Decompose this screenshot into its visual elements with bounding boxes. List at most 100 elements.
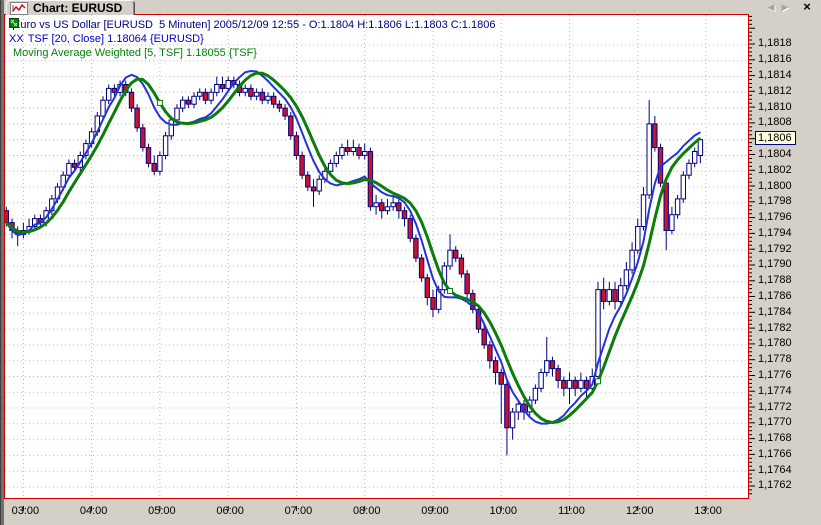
candle bbox=[652, 116, 658, 152]
close-button[interactable]: × bbox=[803, 0, 811, 14]
chart-plot-area[interactable]: Euro vs US Dollar [EURUSD 5 Minuten] 200… bbox=[4, 14, 749, 499]
candle bbox=[32, 214, 38, 231]
legend-tsf-row: XX TSF [20, Close] 1.18064 {EURUSD} bbox=[9, 32, 495, 46]
price-axis-label: 1,1772 bbox=[758, 400, 792, 413]
candle bbox=[686, 159, 692, 180]
candle bbox=[282, 104, 288, 120]
candle bbox=[663, 179, 669, 251]
candle bbox=[191, 92, 197, 109]
candle bbox=[390, 194, 396, 211]
price-axis-label: 1,1784 bbox=[758, 305, 792, 318]
candle bbox=[288, 112, 294, 140]
candle bbox=[128, 88, 135, 113]
tsf-xx-icon: XX bbox=[9, 33, 24, 45]
candle bbox=[208, 88, 214, 105]
nav-back-button[interactable]: ◀ bbox=[767, 2, 775, 12]
legend-mavg-text: Moving Average Weighted [5, TSF] 1.18055… bbox=[13, 47, 257, 59]
price-axis-label: 1,1764 bbox=[758, 463, 792, 476]
time-axis-label: 06:00 bbox=[216, 505, 244, 517]
candle bbox=[197, 88, 203, 101]
window-title: Chart: EURUSD bbox=[33, 1, 123, 15]
candlestick-chart bbox=[5, 15, 748, 498]
candle bbox=[373, 194, 379, 215]
candle bbox=[544, 337, 550, 377]
time-axis-label: 13:00 bbox=[694, 505, 722, 517]
candle bbox=[305, 171, 311, 191]
candle bbox=[635, 218, 641, 255]
candle bbox=[396, 198, 402, 219]
price-axis-label: 1,1776 bbox=[758, 368, 792, 381]
price-axis-label: 1,1796 bbox=[758, 211, 792, 224]
price-axis-label: 1,1808 bbox=[758, 116, 792, 129]
chart-icon bbox=[10, 1, 28, 15]
candle bbox=[578, 372, 584, 393]
nav-forward-button[interactable]: ▶ bbox=[781, 2, 789, 12]
candle bbox=[464, 269, 470, 298]
candle bbox=[549, 356, 556, 377]
price-axis-label: 1,1778 bbox=[758, 353, 792, 366]
candle bbox=[669, 206, 675, 235]
candle bbox=[157, 151, 163, 176]
candle bbox=[623, 262, 630, 290]
current-price-badge: 1,1806 bbox=[755, 130, 796, 145]
time-axis-label: 08:00 bbox=[352, 505, 381, 517]
price-axis-ticks bbox=[749, 15, 755, 495]
candle bbox=[538, 368, 544, 393]
candle bbox=[566, 372, 573, 405]
window-left-edge bbox=[0, 0, 4, 525]
candle bbox=[583, 376, 590, 401]
time-axis-label: 05:00 bbox=[148, 505, 176, 517]
price-axis-label: 1,1800 bbox=[758, 179, 792, 192]
price-axis-label: 1,1812 bbox=[758, 84, 792, 97]
candle bbox=[384, 198, 391, 215]
mavg-marker bbox=[595, 378, 601, 385]
candle bbox=[242, 84, 248, 97]
candle bbox=[145, 143, 152, 168]
time-axis[interactable]: 03:00 04:00 05:00 06:00 07:00 08:00 09:00 10:00… bbox=[0, 499, 821, 525]
price-axis-label: 1,1766 bbox=[758, 447, 792, 460]
candle bbox=[310, 179, 317, 207]
candle bbox=[646, 100, 652, 199]
candle bbox=[600, 277, 607, 310]
candle bbox=[498, 368, 504, 424]
chart-tab[interactable]: Chart: EURUSD bbox=[6, 0, 136, 15]
candle bbox=[515, 400, 522, 420]
candle bbox=[100, 96, 106, 120]
candle bbox=[458, 254, 465, 278]
price-axis-label: 1,1792 bbox=[758, 242, 792, 255]
mavg-line bbox=[5, 71, 702, 425]
time-axis-label: 12:00 bbox=[626, 505, 654, 517]
price-axis-label: 1,1762 bbox=[758, 479, 792, 492]
candle bbox=[618, 277, 624, 306]
legend-tsf-text: TSF [20, Close] 1.18064 {EURUSD} bbox=[27, 33, 204, 45]
candle bbox=[111, 84, 118, 97]
price-axis-label: 1,1798 bbox=[758, 195, 792, 208]
price-axis-label: 1,1814 bbox=[758, 69, 792, 82]
candle bbox=[293, 131, 300, 160]
time-axis-label: 11:00 bbox=[558, 505, 585, 517]
candle bbox=[185, 96, 192, 109]
candle bbox=[265, 92, 271, 105]
candle bbox=[362, 143, 368, 160]
candle bbox=[572, 376, 578, 397]
candle bbox=[259, 88, 266, 105]
time-axis-label: 07:00 bbox=[284, 505, 313, 517]
candle bbox=[413, 234, 419, 262]
candle bbox=[66, 159, 72, 180]
chart-legend: Euro vs US Dollar [EURUSD 5 Minuten] 200… bbox=[9, 18, 495, 60]
price-axis-label: 1,1768 bbox=[758, 432, 792, 445]
candle bbox=[401, 206, 408, 227]
candle bbox=[692, 147, 698, 168]
candle bbox=[162, 131, 169, 160]
candle bbox=[333, 151, 340, 168]
legend-instrument-row: Euro vs US Dollar [EURUSD 5 Minuten] 200… bbox=[9, 18, 495, 32]
price-axis-label: 1,1802 bbox=[758, 163, 792, 176]
candle bbox=[140, 123, 146, 152]
candle bbox=[453, 246, 459, 262]
candle bbox=[418, 254, 425, 282]
candle bbox=[674, 194, 681, 219]
price-axis[interactable]: 1,1806 1,1818 1,1816 1,1814 1,1812 1,1810 1,1… bbox=[749, 14, 821, 499]
time-axis-label: 04:00 bbox=[79, 505, 108, 517]
candle bbox=[447, 234, 453, 270]
candle bbox=[339, 143, 345, 160]
